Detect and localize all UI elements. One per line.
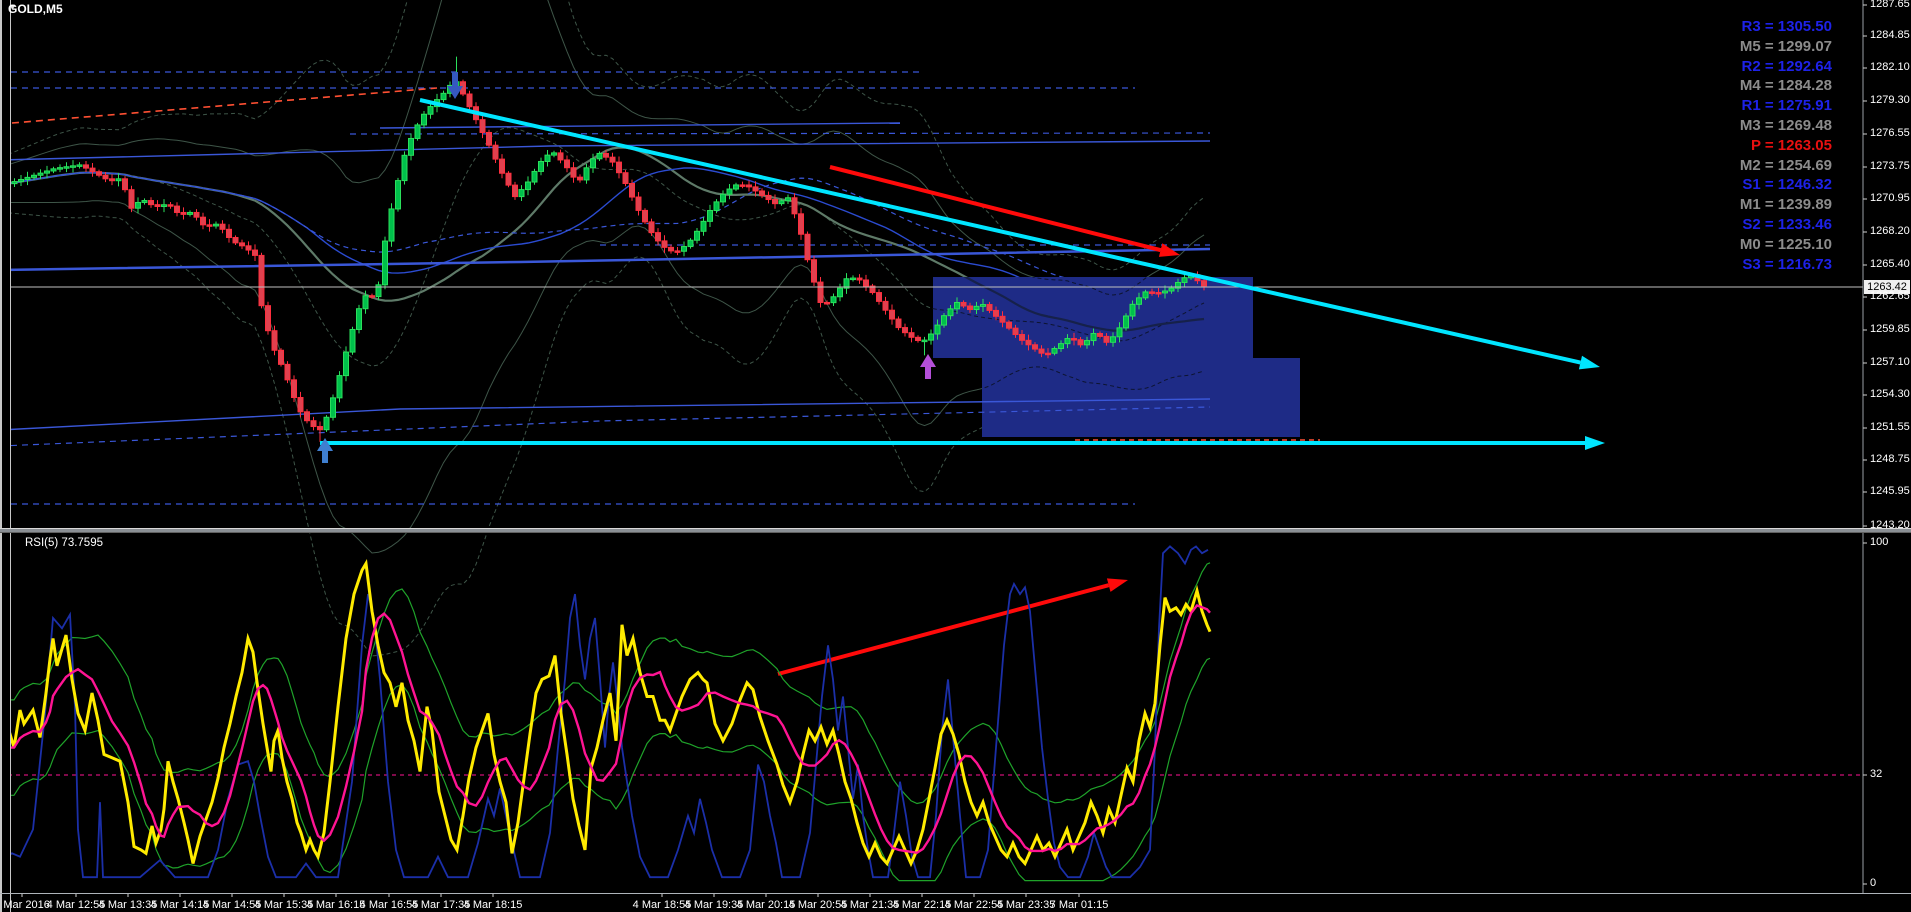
rsi-stochastic-line (0, 545, 1209, 879)
fractal-up-arrow[interactable] (920, 354, 936, 379)
rsi-lines (0, 545, 1212, 882)
window-left-edge (0, 0, 11, 912)
blue-level-line[interactable] (349, 132, 1211, 135)
blue-level-line[interactable] (0, 406, 1211, 447)
time-axis-separator (0, 893, 1911, 894)
candlestick-series (11, 56, 1207, 442)
buy-signal-up-arrow[interactable] (317, 438, 333, 463)
red-dashed-trendline[interactable] (0, 87, 438, 125)
pane-divider[interactable] (0, 528, 1911, 533)
blue-level-line[interactable] (379, 122, 901, 129)
red-channel-arrow[interactable] (829, 165, 1180, 257)
bands-under-rectangle (933, 277, 1205, 437)
blue-level-line[interactable] (0, 140, 1211, 161)
rsi-divergence-arrow[interactable] (777, 578, 1128, 676)
cyan-downtrend-arrow[interactable] (419, 98, 1600, 370)
sell-signal-down-arrow[interactable] (447, 72, 463, 99)
blue-level-line[interactable] (0, 398, 1211, 431)
highlight-rectangle[interactable] (982, 358, 1300, 437)
blue-level-line[interactable] (0, 247, 1211, 272)
cyan-support-arrow[interactable] (320, 436, 1605, 450)
rsi-signal-line (0, 603, 1211, 855)
